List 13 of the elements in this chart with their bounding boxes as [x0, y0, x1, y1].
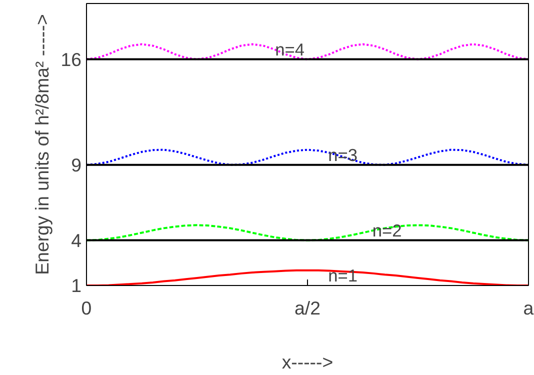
x-tick-label: a/2 [294, 298, 320, 318]
x-tick-label: 0 [81, 298, 92, 318]
annotation: n=4 [275, 39, 305, 60]
x-tick-label: a [523, 298, 534, 318]
y-tick-label: 9 [71, 154, 82, 176]
y-tick-label: 1 [71, 275, 82, 296]
x-axis-title: x-----> [282, 352, 334, 372]
y-axis-title: Energy in units of h²/8ma² -----> [32, 14, 53, 275]
line-series [86, 43, 528, 60]
y-tick-label: 4 [71, 230, 82, 251]
line-series [86, 148, 528, 166]
line-series [86, 224, 528, 242]
y-tick-label: 16 [60, 48, 82, 70]
